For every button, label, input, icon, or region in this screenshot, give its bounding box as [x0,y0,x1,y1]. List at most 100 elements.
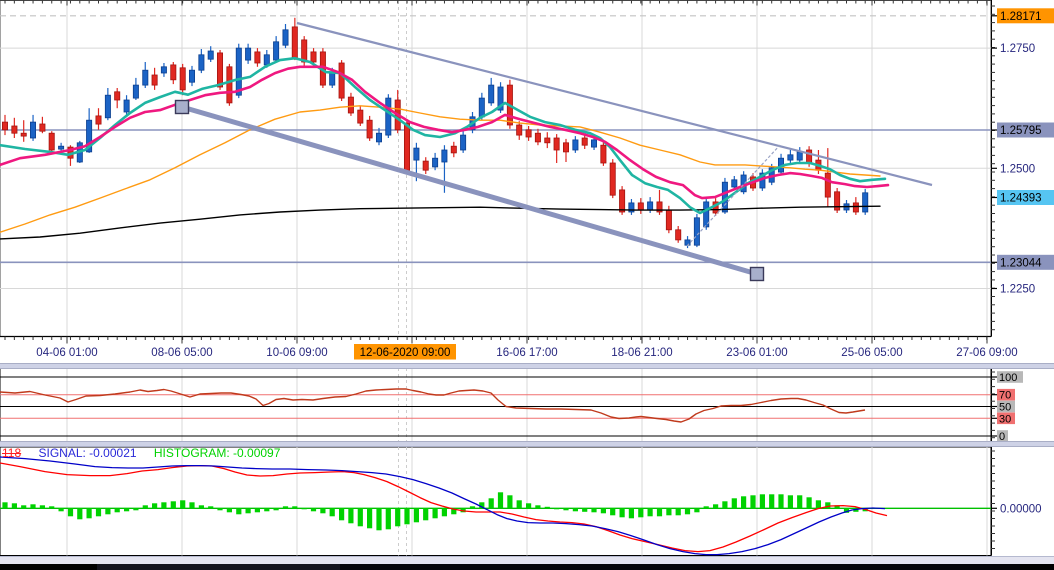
histogram-bar [114,508,120,513]
rsi-scale-label: 50 [999,402,1011,414]
candle-body [684,239,691,246]
histogram-bar [544,506,550,509]
rsi-scale-label: 30 [999,413,1011,425]
time-label: 18-06 21:00 [611,347,672,359]
candle-body [114,91,121,101]
price-label: 1.23044 [1000,257,1042,269]
histogram-bar [95,508,102,517]
candle-body [413,147,420,161]
histogram-bar [133,508,139,511]
time-label: 27-06 09:00 [956,347,1017,359]
histogram-value-label: HISTOGRAM: -0.00097 [153,446,281,460]
time-scale[interactable]: 04-06 01:00 08-06 05:00 10-06 09:00 12-06-2… [36,344,1018,360]
macd-indicator-header: 118 SIGNAL: -0.00021 HISTOGRAM: -0.00097 [2,446,294,460]
candle-body [375,132,382,143]
thick-trendline[interactable] [181,104,758,277]
candle-body [282,29,289,46]
histogram-bar [170,501,176,509]
candle-body [450,145,457,154]
candle-body [647,201,654,211]
macd-scale[interactable]: 0.00000 [991,447,1042,556]
histogram-bar [535,505,541,509]
histogram-bar [124,508,130,512]
candle-body [95,115,102,125]
candle-body [329,71,336,86]
macd-panel[interactable] [0,446,992,556]
histogram-bar [376,508,382,531]
histogram-bar [638,508,644,518]
histogram-bar [236,508,242,515]
rising-dashed-line[interactable] [686,144,781,247]
candle-body [834,191,841,211]
candle-body [216,52,223,88]
histogram-bar [647,508,653,517]
candle-body [703,201,710,228]
candle-body [198,54,205,71]
candle-body [572,139,579,151]
candle-body [609,162,616,196]
histogram-bar [226,508,232,513]
price-label-bg-slate [997,254,1054,270]
histogram-bar [703,506,709,509]
candle-body [628,202,635,213]
candle-body [693,217,700,246]
macd-value-label: 118 [2,446,22,460]
candle-body [207,50,214,60]
rsi-scale-label: 70 [999,390,1011,402]
candle-body [432,157,439,168]
histogram-bar [198,505,204,509]
histogram-bar [526,503,532,509]
candle-body [301,39,308,63]
candle-body [422,160,429,171]
candle-body [525,129,532,138]
price-label: 1.24393 [1000,193,1042,205]
trendline-handle[interactable] [749,266,765,282]
histogram-bar [787,495,793,509]
candle-body [86,119,93,153]
histogram-bar [563,508,569,511]
candle-body [600,144,607,164]
histogram-bar [385,508,391,530]
histogram-bar [30,504,36,509]
rsi-panel[interactable] [0,367,992,442]
histogram-bar [769,494,775,509]
histogram-bar [554,508,560,510]
histogram-bar [413,508,419,523]
histogram-bar [320,508,326,514]
price-scale[interactable]: 1.28171 1.2750 1.25795 1.2500 1.24393 1.23044… [991,0,1054,337]
selected-time-label: 12-06-2020 09:00 [360,347,451,359]
histogram-bar [713,504,719,509]
histogram-bar [58,508,64,512]
channel-line[interactable] [296,21,933,187]
price-label: 1.28171 [1000,11,1042,23]
histogram-bar [404,508,410,525]
candle-body [787,154,794,161]
histogram-bar [348,508,354,524]
candle-body [385,97,392,136]
histogram-bar [86,508,92,519]
histogram-bar [731,498,737,509]
panel-separator[interactable] [0,363,1054,369]
panel-separator[interactable] [0,441,1054,447]
candle-body [310,51,317,63]
candle-body [188,69,195,83]
candle-body [291,26,298,59]
candle-body [862,192,869,213]
candle-body [731,179,738,188]
time-label: 04-06 01:00 [36,347,97,359]
time-label: 23-06 01:00 [726,347,787,359]
rsi-label-bg [997,400,1015,413]
candle-body [488,84,495,104]
histogram-bar [656,508,663,517]
ma-fast-teal-line [0,56,887,215]
histogram-bar [479,502,485,509]
histogram-bar [694,508,700,513]
price-label-bg-cyan [997,190,1054,205]
candle-body [591,139,598,148]
candle-body [11,125,18,134]
histogram-bar [778,494,784,509]
trendline-handle[interactable] [174,99,190,115]
histogram-bar [441,508,447,517]
